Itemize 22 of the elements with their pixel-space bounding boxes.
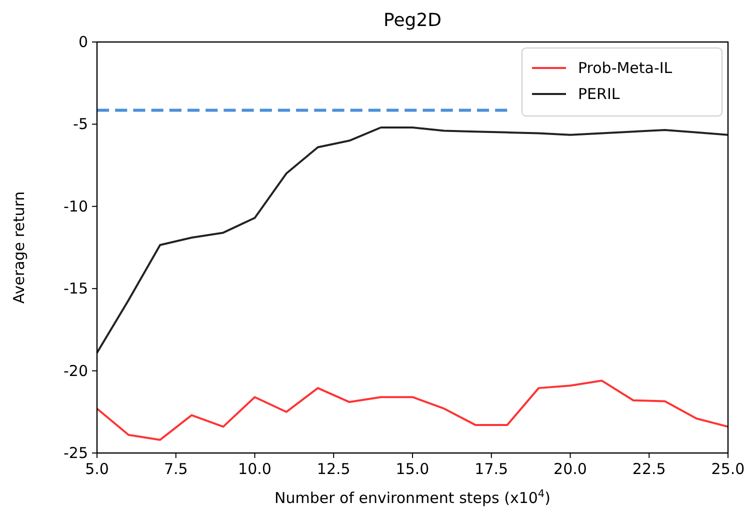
x-tick-label: 20.0: [554, 460, 587, 478]
line-series: [96, 380, 729, 441]
y-tick-label: 0: [78, 33, 88, 51]
x-tick-label: 25.0: [711, 460, 745, 478]
x-tick-label: 5.0: [85, 460, 109, 478]
y-tick-label: -25: [64, 444, 88, 462]
chart-title: Peg2D: [383, 10, 442, 31]
y-tick-label: -10: [64, 197, 88, 216]
y-tick-label: -20: [64, 362, 88, 380]
x-axis-title: Number of environment steps (x10$^{4}$): [274, 488, 550, 507]
line-series: [96, 126, 729, 354]
y-tick-label: -15: [64, 280, 88, 298]
x-tick-label: 17.5: [474, 460, 508, 478]
x-tick-label: 10.0: [238, 460, 272, 478]
legend-label: PERIL: [578, 85, 620, 103]
y-tick-label: -5: [73, 115, 88, 134]
x-tick-label: 7.5: [164, 460, 188, 478]
x-tick-label: 15.0: [396, 460, 430, 478]
y-axis-title: Average return: [10, 191, 28, 304]
legend-label: Prob-Meta-IL: [578, 59, 673, 77]
x-tick-label: 12.5: [316, 460, 350, 478]
x-tick-label: 22.5: [632, 460, 666, 478]
